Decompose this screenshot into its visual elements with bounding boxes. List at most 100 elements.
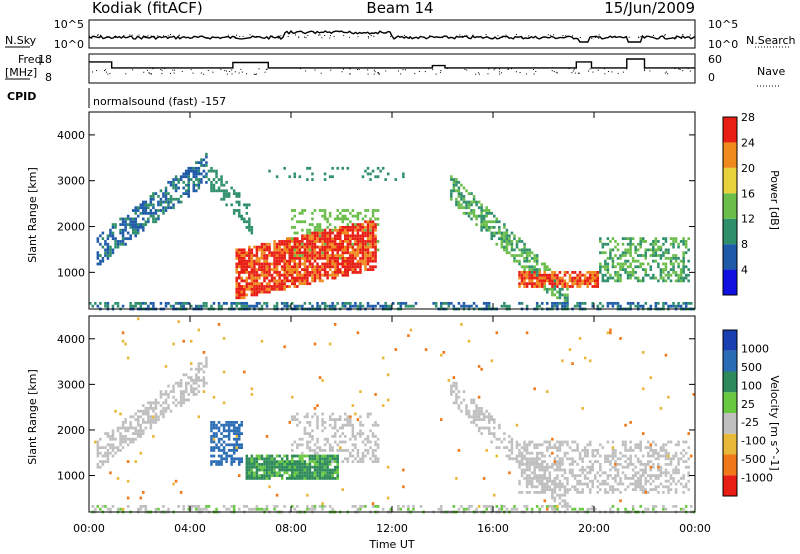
heatmap-cell [265, 242, 269, 246]
heatmap-cell [578, 454, 582, 458]
heatmap-cell [548, 479, 552, 483]
heatmap-cell [298, 242, 302, 246]
heatmap-cell [230, 304, 233, 308]
heatmap-cell [333, 418, 337, 421]
heatmap-cell [639, 449, 642, 452]
heatmap-cell [331, 477, 334, 480]
heatmap-cell [609, 454, 612, 458]
heatmap-cell [561, 499, 564, 503]
heatmap-cell [205, 155, 208, 159]
heatmap-cell [237, 211, 241, 215]
heatmap-cell [351, 234, 355, 238]
heatmap-cell [215, 169, 218, 173]
heatmap-cell [311, 454, 314, 458]
heatmap-cell [657, 465, 660, 469]
heatmap-cell [245, 282, 249, 286]
heatmap-cell [248, 507, 251, 511]
heatmap-cell [195, 367, 198, 371]
noise-search-dot [150, 35, 152, 37]
heatmap-cell [594, 282, 597, 286]
heatmap-cell [245, 287, 249, 291]
heatmap-cell [687, 259, 690, 263]
heatmap-cell [525, 460, 529, 463]
heatmap-cell [672, 457, 675, 461]
date-title: 15/Jun/2009 [604, 0, 695, 17]
heatmap-cell [237, 432, 241, 435]
heatmap-cell [523, 468, 526, 472]
heatmap-cell [157, 418, 160, 421]
heatmap-cell [672, 477, 675, 480]
heatmap-cell [301, 276, 304, 280]
heatmap-cell [654, 237, 658, 241]
heatmap-cell [333, 259, 337, 263]
heatmap-cell [586, 454, 589, 458]
heatmap-cell [313, 276, 317, 280]
noise-search-dot [277, 37, 279, 39]
heatmap-cell [614, 477, 617, 480]
heatmap-cell [682, 262, 685, 266]
freq-left-tick-top: 18 [38, 53, 52, 66]
heatmap-cell [480, 409, 483, 413]
heatmap-cell [192, 166, 196, 170]
heatmap-cell [326, 237, 329, 241]
heatmap-cell [190, 178, 193, 181]
heatmap-cell [543, 477, 547, 480]
heatmap-cell [548, 282, 552, 286]
heatmap-cell [212, 186, 216, 190]
heatmap-cell [126, 460, 130, 463]
heatmap-cell [265, 290, 269, 294]
heatmap-cell [641, 262, 645, 266]
heatmap-cell [604, 242, 607, 246]
heatmap-cell [293, 245, 297, 249]
heatmap-cell [230, 203, 233, 207]
heatmap-cell [341, 251, 345, 255]
heatmap-cell [361, 423, 365, 427]
heatmap-cell [243, 220, 246, 224]
heatmap-cell [548, 443, 552, 447]
heatmap-cell [551, 496, 554, 500]
heatmap-cell [636, 279, 640, 283]
heatmap-cell [285, 262, 289, 266]
heatmap-cell [475, 214, 478, 218]
heatmap-cell [318, 251, 322, 255]
heatmap-cell [296, 474, 299, 477]
heatmap-cell [386, 398, 390, 402]
heatmap-cell [293, 474, 297, 477]
heatmap-cell [460, 323, 463, 326]
heatmap-cell [586, 282, 589, 286]
heatmap-cell [144, 203, 148, 207]
heatmap-cell [629, 265, 632, 269]
heatmap-cell [455, 387, 458, 391]
heatmap-cell [109, 451, 112, 455]
heatmap-cell [333, 240, 337, 243]
heatmap-cell [546, 279, 549, 283]
heatmap-cell [462, 200, 466, 204]
nave-dot [225, 70, 227, 72]
heatmap-cell [338, 415, 342, 419]
heatmap-cell [285, 457, 289, 461]
heatmap-cell [243, 254, 246, 257]
heatmap-cell [538, 465, 541, 469]
heatmap-cell [142, 228, 145, 232]
heatmap-cell [217, 323, 221, 326]
y-tick-label: 1000 [57, 266, 85, 279]
heatmap-cell [212, 432, 216, 435]
heatmap-cell [533, 491, 536, 494]
heatmap-cell [255, 474, 259, 477]
heatmap-cell [546, 290, 549, 294]
heatmap-cell [293, 268, 297, 271]
heatmap-cell [609, 488, 612, 491]
heatmap-cell [457, 192, 461, 196]
heatmap-cell [318, 376, 322, 379]
heatmap-cell [457, 200, 461, 204]
heatmap-cell [121, 331, 125, 335]
heatmap-cell [129, 217, 132, 221]
heatmap-cell [273, 507, 276, 511]
heatmap-cell [273, 271, 276, 274]
heatmap-cell [528, 248, 531, 252]
heatmap-cell [263, 463, 266, 466]
heatmap-cell [606, 460, 610, 463]
heatmap-cell [629, 457, 632, 461]
heatmap-cell [535, 477, 539, 480]
